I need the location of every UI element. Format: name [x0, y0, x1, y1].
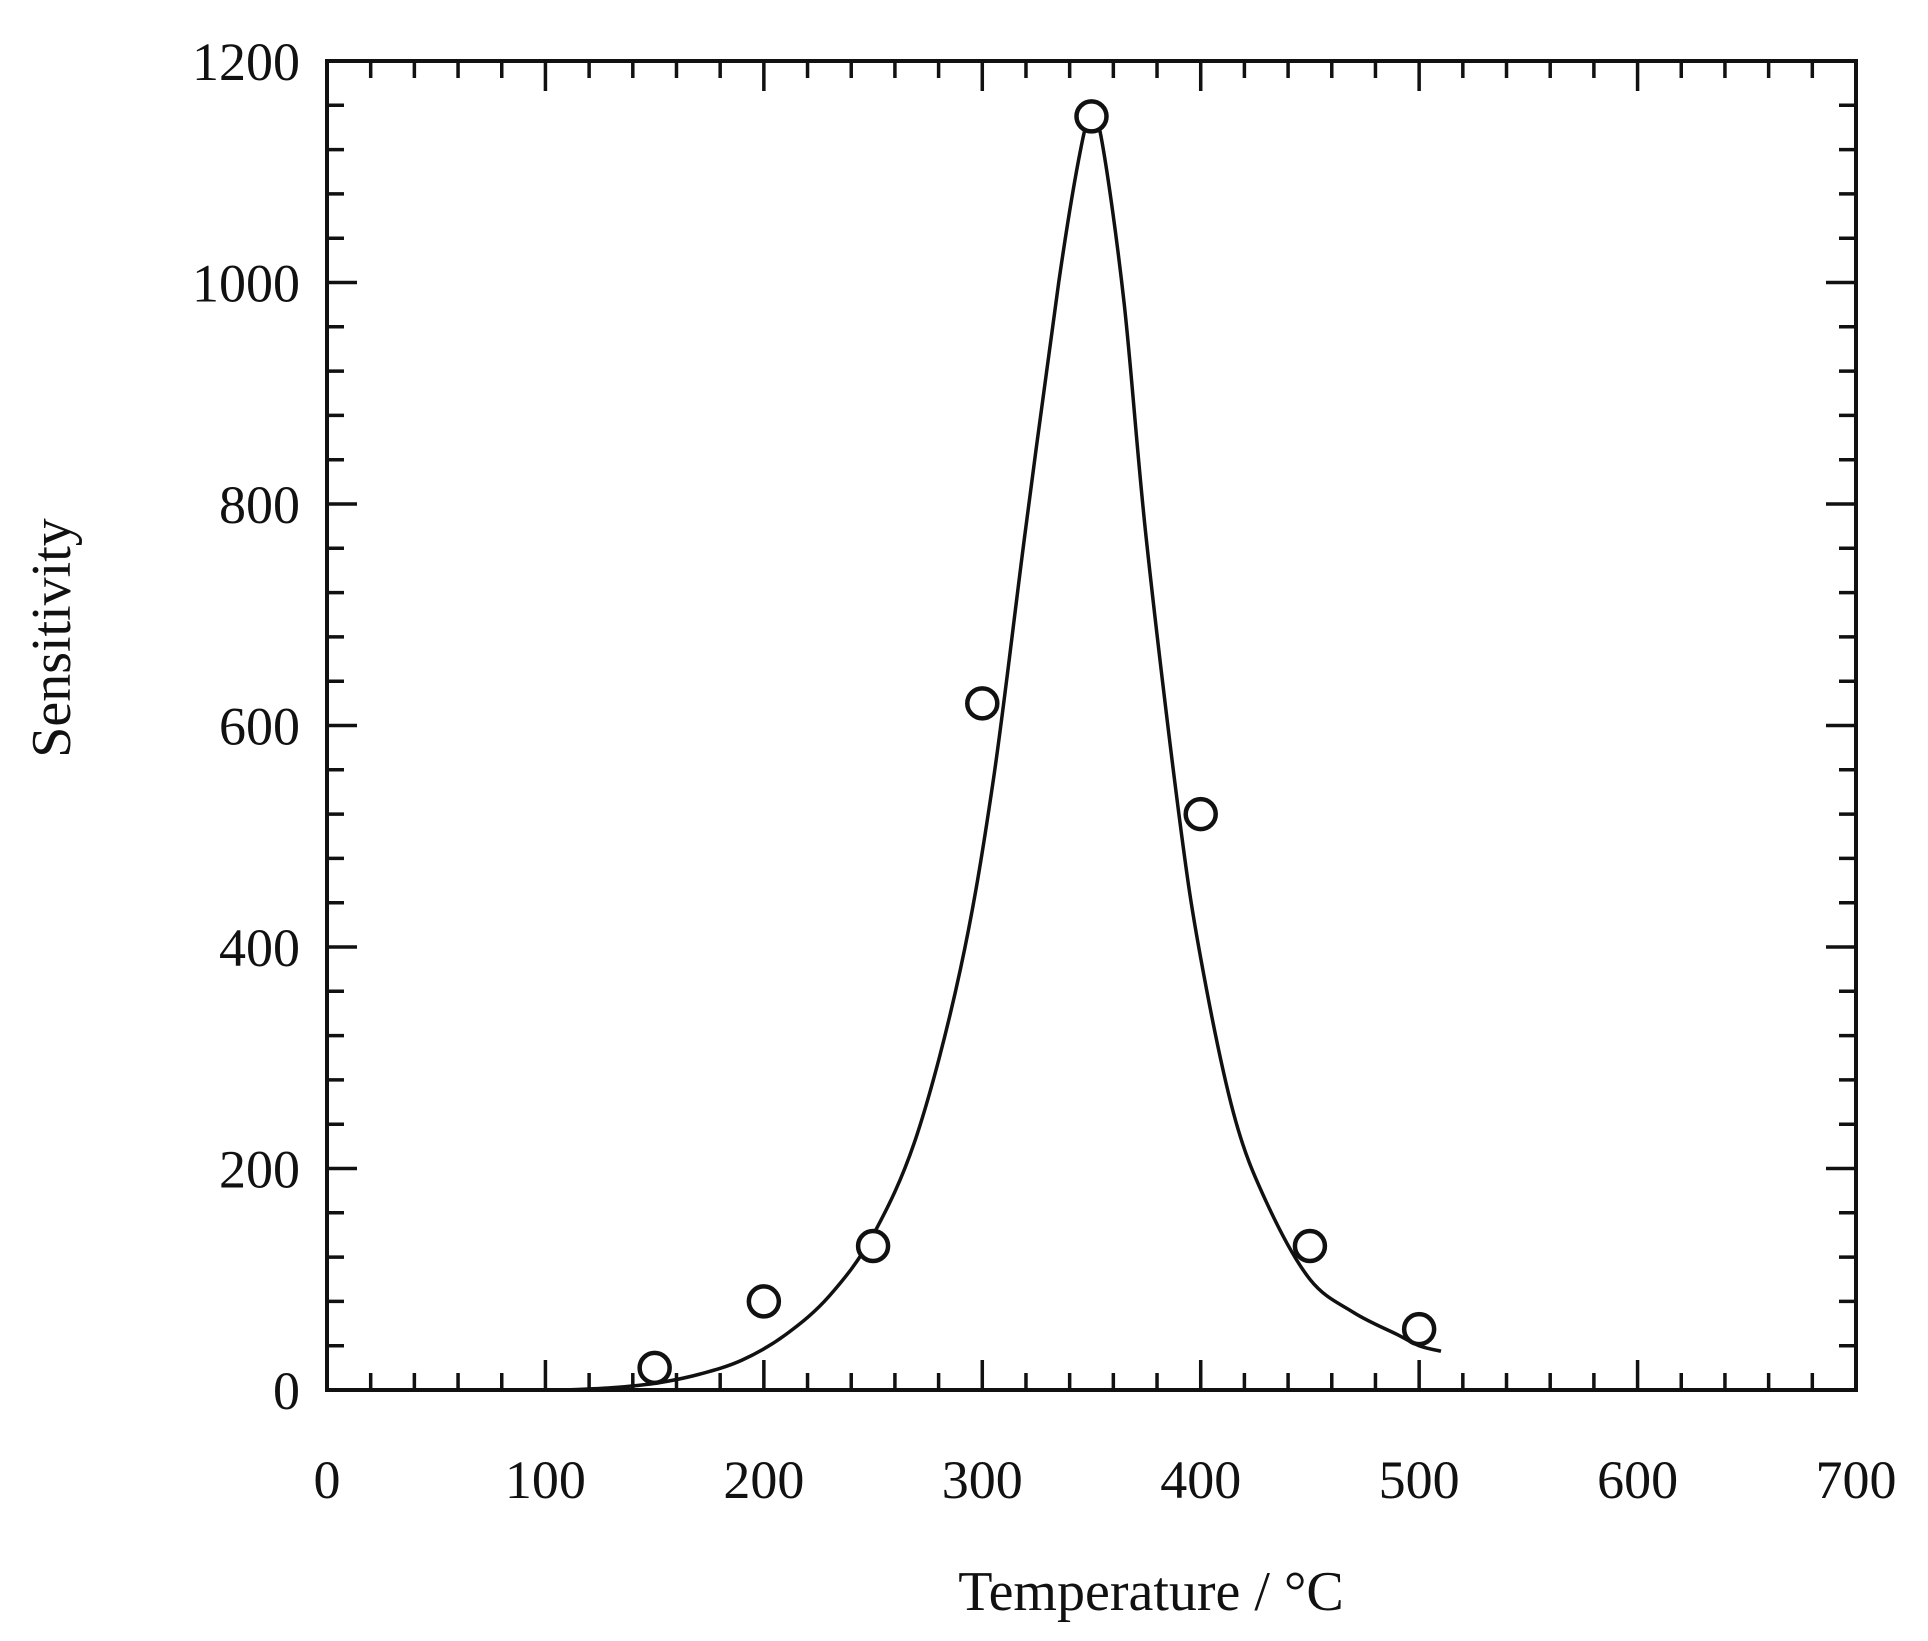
x-tick-label: 0	[314, 1450, 341, 1510]
axis-ticks	[325, 59, 1858, 1392]
data-point	[1183, 796, 1218, 832]
x-tick-label: 100	[505, 1450, 586, 1510]
y-axis-title: Sensitivity	[21, 518, 83, 758]
x-tick-label: 200	[723, 1450, 804, 1510]
data-point	[1074, 99, 1109, 134]
y-tick-label: 600	[219, 697, 300, 757]
y-tick-label: 1000	[192, 254, 300, 314]
data-point	[746, 1284, 782, 1319]
data-point	[637, 1350, 672, 1386]
data-point	[965, 686, 1000, 721]
data-point	[1292, 1228, 1328, 1264]
plot-frame	[325, 59, 1858, 1392]
fit-curve	[567, 114, 1442, 1392]
y-tick-label: 400	[219, 918, 300, 978]
x-tick-label: 400	[1160, 1450, 1241, 1510]
x-tick-label: 600	[1597, 1450, 1678, 1510]
x-axis-title: Temperature / °C	[958, 1561, 1343, 1623]
fit-curve-layer	[567, 114, 1442, 1392]
x-tick-label: 300	[942, 1450, 1023, 1510]
data-point	[1401, 1311, 1437, 1347]
y-tick-label: 1200	[192, 32, 300, 92]
y-tick-label: 200	[219, 1140, 300, 1200]
data-points-layer	[637, 99, 1437, 1386]
x-tick-label: 700	[1816, 1450, 1897, 1510]
y-tick-label: 800	[219, 475, 300, 535]
y-tick-label: 0	[273, 1361, 300, 1421]
x-tick-label: 500	[1379, 1450, 1460, 1510]
tick-labels: 0 100 200 300 400 500 600 700 0 200 400 600 800 1000 1…	[192, 32, 1897, 1510]
data-point	[855, 1228, 891, 1264]
